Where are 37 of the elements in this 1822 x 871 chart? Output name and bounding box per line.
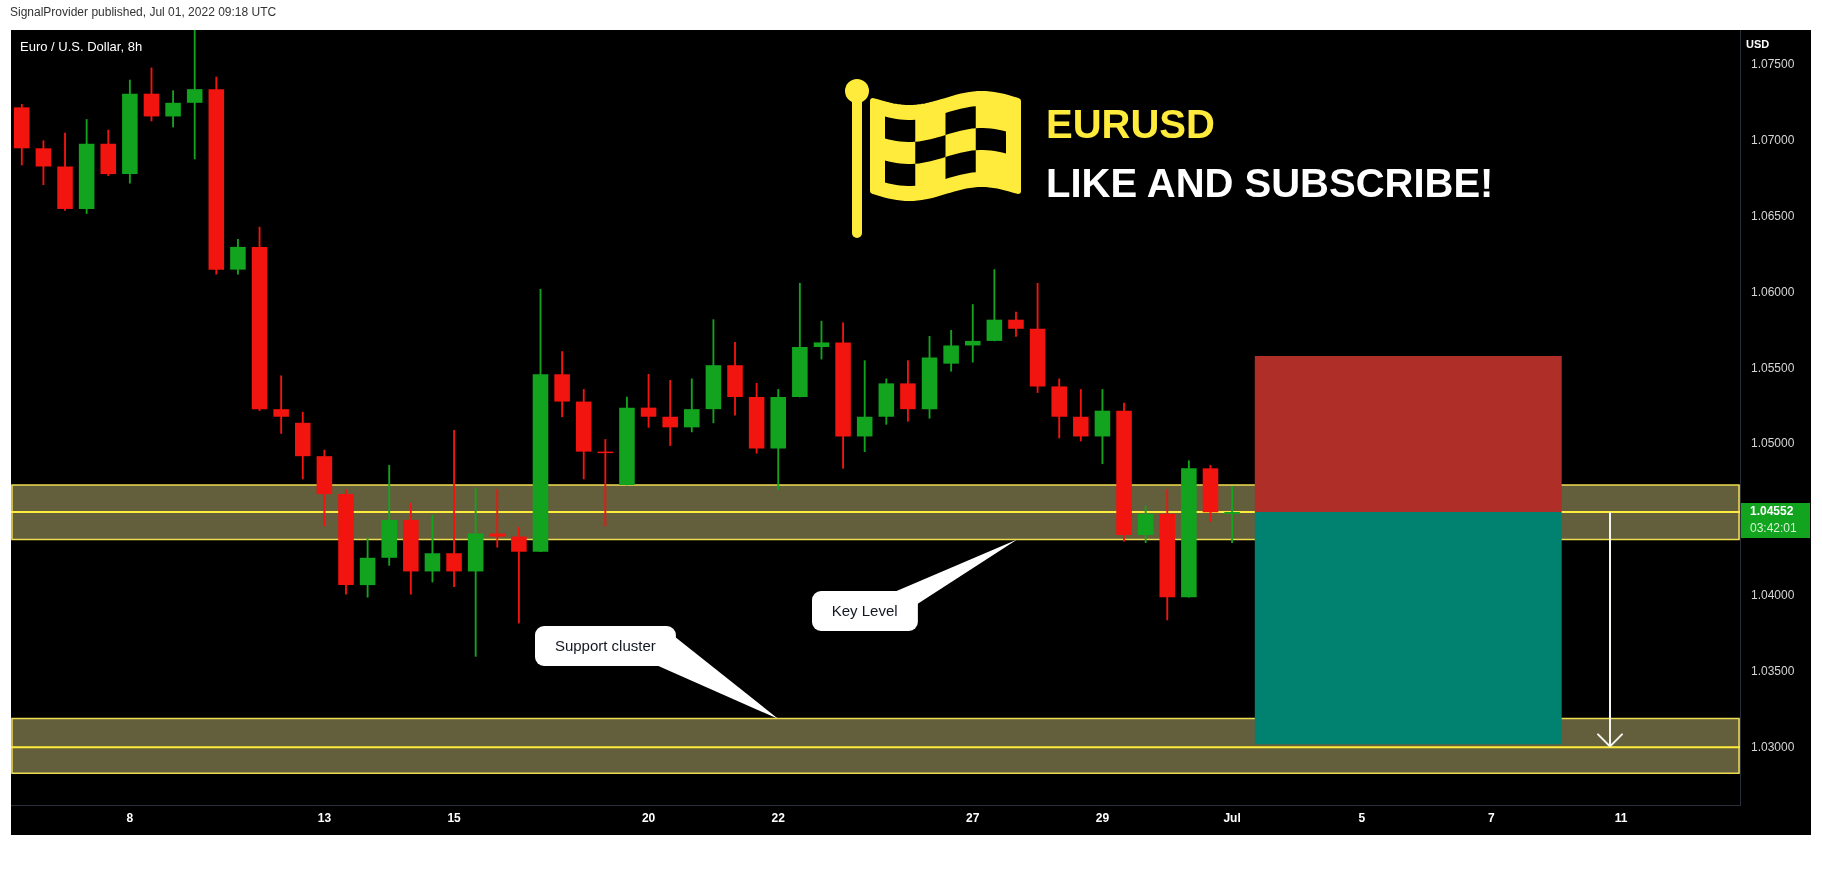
y-axis-title: USD xyxy=(1746,38,1770,51)
candlestick xyxy=(446,430,462,587)
x-tick-label: 29 xyxy=(1095,810,1110,825)
y-tick-label: 1.07000 xyxy=(1751,133,1795,148)
y-tick-label: 1.05000 xyxy=(1751,436,1795,451)
text: SignalProvider published, Jul 01, 2022 09:18 UTC xyxy=(10,5,277,19)
annotation: Support cluster xyxy=(534,625,676,666)
x-tick-label: 11 xyxy=(1614,810,1628,825)
x-tick-label: 13 xyxy=(317,810,332,825)
annotation: Key Level xyxy=(811,590,918,631)
ref-line-label: 1.04552 xyxy=(1750,504,1794,519)
y-tick-label: 1.03000 xyxy=(1751,739,1795,754)
y-tick-label: 1.06500 xyxy=(1751,208,1795,223)
x-tick-label: 5 xyxy=(1358,810,1366,825)
text: Euro / U.S. Dollar, 8h xyxy=(20,38,143,54)
x-tick-label: 8 xyxy=(126,810,134,825)
x-tick-label: Jul xyxy=(1223,810,1241,825)
x-tick-label: 22 xyxy=(771,810,786,825)
x-tick-label: 7 xyxy=(1488,810,1496,825)
candlestick xyxy=(489,489,506,548)
candlestick xyxy=(186,30,203,160)
annotation: LIKE AND SUBSCRIBE! xyxy=(1046,161,1494,205)
x-tick-label: 15 xyxy=(447,810,462,825)
y-tick-label: 1.07500 xyxy=(1751,57,1795,72)
candlestick xyxy=(273,375,289,434)
y-tick-label: 1.05500 xyxy=(1751,360,1795,375)
text: 03:42:01 xyxy=(1750,521,1798,536)
candlestick xyxy=(662,380,678,446)
y-tick-label: 1.06000 xyxy=(1751,284,1795,299)
y-tick-label: 1.04000 xyxy=(1751,588,1795,603)
y-tick-label: 1.03500 xyxy=(1751,663,1795,678)
candlestick xyxy=(964,304,981,363)
annotation: EURUSD xyxy=(1046,102,1215,146)
candlestick xyxy=(511,527,527,624)
candlestick xyxy=(1224,486,1240,543)
x-tick-label: 20 xyxy=(641,810,656,825)
x-tick-label: 27 xyxy=(966,810,980,825)
